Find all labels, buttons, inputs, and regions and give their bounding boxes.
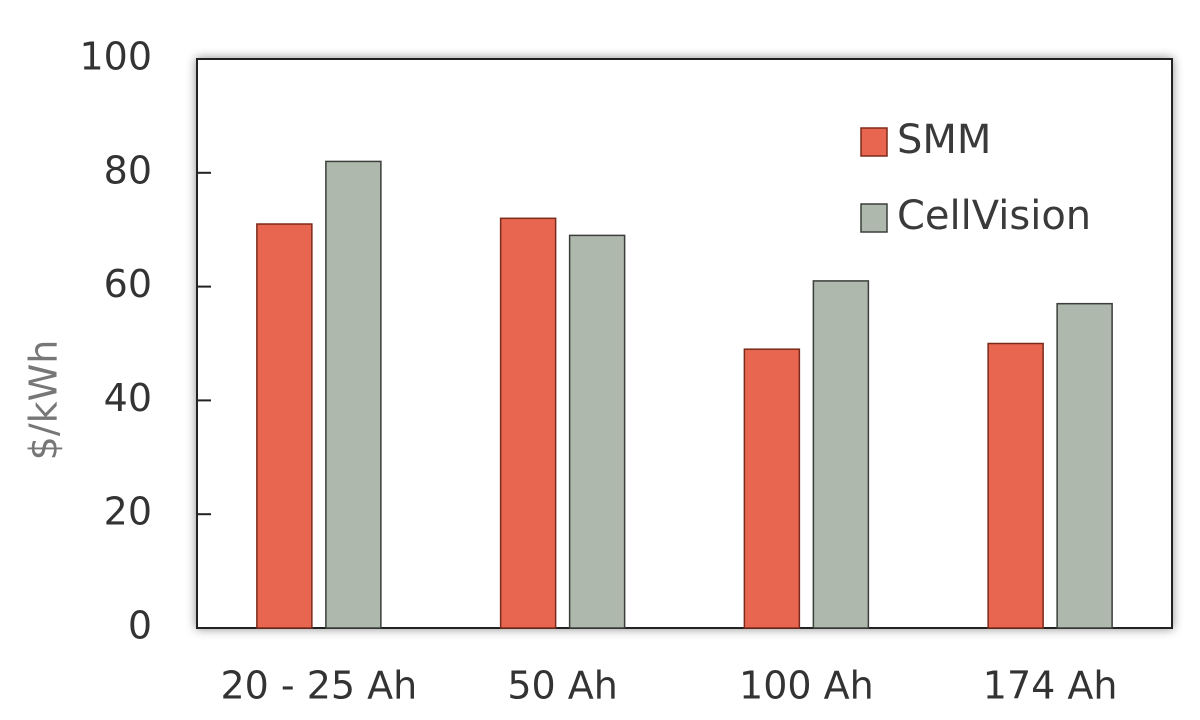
x-tick-label: 100 Ah bbox=[739, 664, 874, 708]
bar bbox=[499, 217, 557, 629]
legend-swatch bbox=[860, 127, 888, 157]
legend-label: CellVision bbox=[897, 193, 1091, 239]
bar bbox=[743, 348, 801, 629]
y-tick-label: 40 bbox=[104, 376, 152, 420]
y-tick-label: 60 bbox=[104, 262, 152, 306]
x-tick-label: 174 Ah bbox=[983, 664, 1118, 708]
bar bbox=[812, 280, 870, 629]
y-tick-label: 80 bbox=[104, 148, 152, 192]
y-tick-label: 0 bbox=[128, 604, 152, 648]
y-tick-label: 100 bbox=[79, 35, 152, 79]
y-axis-label: $/kWh bbox=[22, 340, 66, 461]
x-tick-label: 20 - 25 Ah bbox=[221, 664, 418, 708]
bar bbox=[568, 234, 626, 629]
bar bbox=[256, 223, 313, 629]
bar bbox=[987, 342, 1044, 629]
bar bbox=[325, 160, 382, 629]
legend-label: SMM bbox=[897, 117, 991, 163]
bar bbox=[1056, 302, 1113, 629]
x-tick-label: 50 Ah bbox=[507, 664, 618, 708]
legend-swatch bbox=[860, 203, 888, 233]
y-tick-label: 20 bbox=[104, 490, 152, 534]
